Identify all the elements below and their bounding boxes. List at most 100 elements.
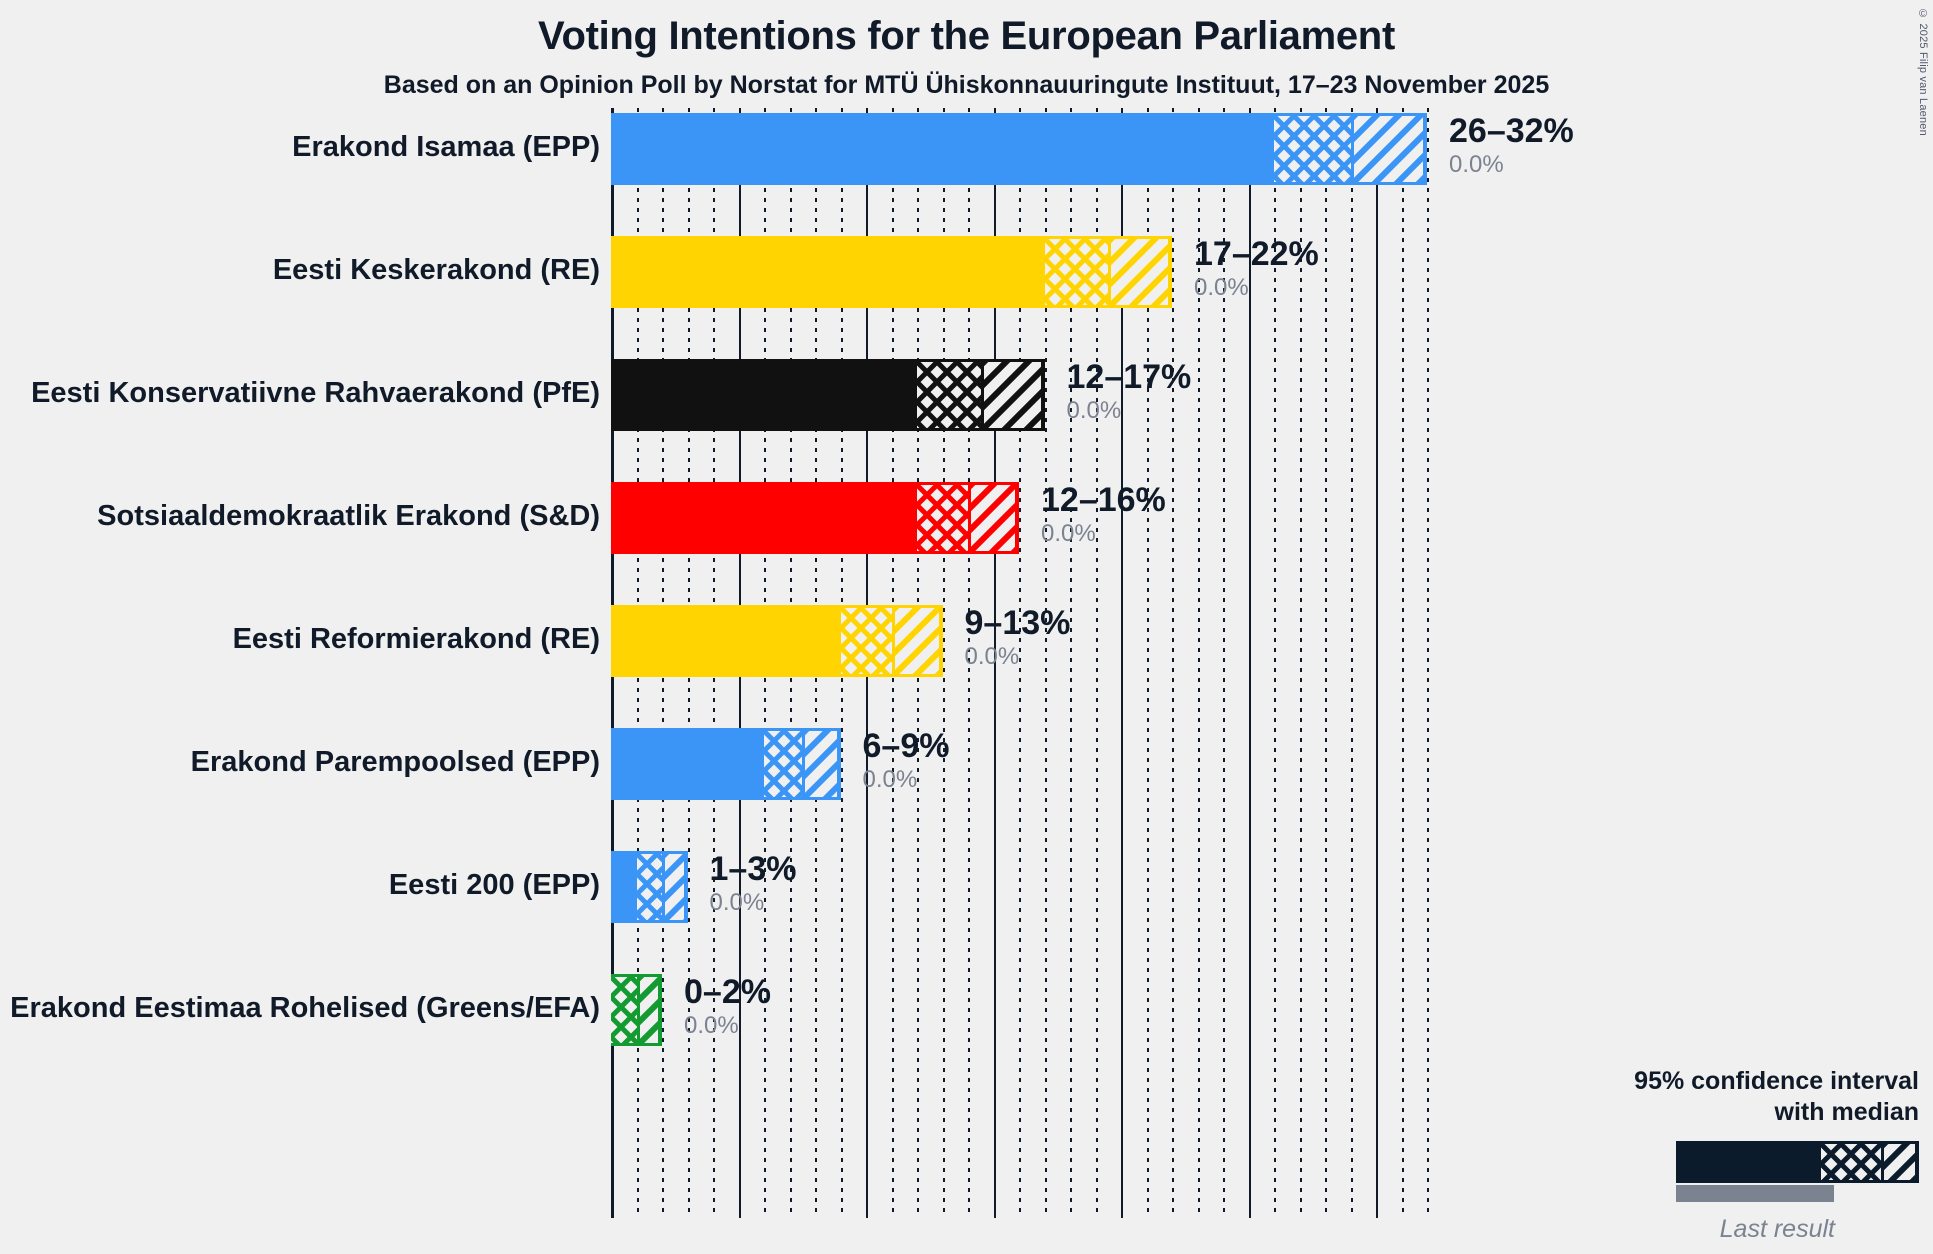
value-label-group: 12–16% 0.0% — [1041, 480, 1166, 548]
party-label: Eesti Reformierakond (RE) — [232, 623, 600, 655]
gridline-minor — [1095, 108, 1098, 1218]
gridline-minor — [1427, 108, 1429, 1218]
bar-segment-diagonal — [980, 359, 1045, 431]
legend-title-line2: with median — [1774, 1098, 1919, 1126]
value-range-label: 26–32% — [1449, 112, 1574, 150]
last-result-label: 0.0% — [1041, 520, 1096, 547]
bar-segment-solid — [611, 113, 1274, 185]
value-label-group: 26–32% 0.0% — [1449, 111, 1574, 179]
bar-segment-diagonal — [1108, 236, 1172, 308]
gridline-minor — [1223, 108, 1225, 1218]
gridline-minor — [1325, 108, 1327, 1218]
bar-row: Erakond Eestimaa Rohelised (Greens/EFA) 0… — [10, 972, 1933, 1097]
gridline-minor — [1019, 108, 1021, 1218]
value-range-label: 12–16% — [1041, 481, 1166, 519]
legend-segment-solid — [1676, 1141, 1821, 1183]
bar-segment-diagonal — [802, 728, 841, 800]
legend-title-line1: 95% confidence interval — [1634, 1067, 1919, 1095]
gridline-major — [1376, 108, 1378, 1218]
bar-segment-diagonal — [1350, 113, 1427, 185]
gridline-minor — [1070, 108, 1072, 1218]
bar-segment-diagonal — [662, 851, 688, 923]
ci-bar — [611, 728, 841, 800]
bar-segment-crosshatch — [764, 728, 803, 800]
party-label: Erakond Parempoolsed (EPP) — [190, 746, 600, 778]
party-label: Sotsiaaldemokraatlik Erakond (S&D) — [97, 500, 600, 532]
gridline-minor — [942, 108, 945, 1218]
gridline-minor — [968, 108, 970, 1218]
party-label: Eesti Keskerakond (RE) — [272, 254, 600, 286]
bar-row: Eesti Keskerakond (RE) 17–22% 0.0% — [273, 234, 1933, 359]
page-title: Voting Intentions for the European Parli… — [538, 14, 1395, 58]
bar-segment-solid — [611, 605, 841, 677]
last-result-label: 0.0% — [684, 1012, 739, 1039]
bar-row: Erakond Parempoolsed (EPP) 6–9% 0.0% — [191, 727, 1933, 851]
last-result-label: 0.0% — [862, 766, 918, 793]
ci-bar — [611, 851, 688, 923]
copyright-notice: © 2025 Filip van Laenen — [1917, 8, 1929, 136]
value-range-label: 12–17% — [1066, 358, 1192, 396]
bar-row: Eesti Reformierakond (RE) 9–13% 0.0% — [233, 603, 1933, 728]
bar-segment-crosshatch — [840, 605, 892, 677]
bar-segment-crosshatch — [611, 974, 637, 1046]
gridline-minor — [1146, 108, 1149, 1218]
gridline-minor — [1299, 108, 1302, 1218]
bar-row: Eesti 200 (EPP) 1–3% 0.0% — [389, 849, 1933, 974]
value-range-label: 1–3% — [709, 850, 797, 888]
legend-last-result-bar — [1676, 1185, 1834, 1202]
bar-segment-crosshatch — [1044, 236, 1109, 308]
bar-segment-crosshatch — [917, 482, 968, 554]
value-label-group: 9–13% 0.0% — [965, 603, 1071, 671]
bar-segment-crosshatch — [917, 359, 981, 431]
bar-segment-diagonal — [968, 482, 1019, 554]
value-range-label: 0–2% — [684, 973, 771, 1011]
gridline-minor — [1172, 108, 1174, 1218]
value-label-group: 1–3% 0.0% — [710, 849, 797, 917]
plot-area: Erakond Isamaa (EPP) 26–32% 0.0% Eesti Kesk… — [10, 108, 1933, 1218]
gridline-major — [1121, 108, 1123, 1218]
bar-row: Sotsiaaldemokraatlik Erakond (S&D) 12–16%… — [97, 480, 1933, 605]
last-result-label: 0.0% — [964, 643, 1020, 670]
ci-bar — [611, 236, 1172, 308]
ci-bar — [611, 974, 662, 1046]
gridline-minor — [1401, 108, 1404, 1218]
ci-bar — [611, 113, 1427, 185]
bar-segment-solid — [611, 236, 1045, 308]
gridline-minor — [1350, 108, 1353, 1218]
legend-ci-bar — [1676, 1141, 1919, 1183]
legend-segment-diagonal — [1881, 1141, 1919, 1183]
ci-bar — [611, 359, 1045, 431]
bar-segment-solid — [611, 728, 764, 800]
last-result-label: 0.0% — [1449, 151, 1504, 178]
gridline-minor — [1197, 108, 1200, 1218]
last-result-label: 0.0% — [709, 889, 765, 916]
party-label: Eesti 200 (EPP) — [388, 869, 600, 901]
bar-segment-diagonal — [636, 974, 662, 1046]
chart-legend: 95% confidence interval with median Last… — [1579, 1066, 1919, 1244]
bar-row: Erakond Isamaa (EPP) 26–32% 0.0% — [292, 111, 1933, 236]
value-range-label: 17–22% — [1194, 235, 1319, 273]
ci-bar — [611, 482, 1019, 554]
ci-bar — [611, 605, 943, 677]
party-label: Eesti Konservatiivne Rahvaerakond (PfE) — [31, 377, 600, 409]
last-result-label: 0.0% — [1194, 274, 1249, 301]
chart-subtitle: Based on an Opinion Poll by Norstat for … — [383, 71, 1550, 99]
legend-segment-crosshatch — [1821, 1141, 1881, 1183]
gridline-minor — [1274, 108, 1276, 1218]
last-result-label: 0.0% — [1066, 397, 1122, 424]
value-label-group: 17–22% 0.0% — [1194, 234, 1319, 302]
gridline-major — [1248, 108, 1251, 1218]
value-label-group: 0–2% 0.0% — [684, 972, 771, 1040]
bar-row: Eesti Konservatiivne Rahvaerakond (PfE) 1… — [31, 358, 1933, 482]
bar-segment-diagonal — [891, 605, 943, 677]
bar-segment-crosshatch — [636, 851, 662, 923]
legend-last-result-label: Last result — [1719, 1215, 1835, 1243]
party-label: Erakond Eestimaa Rohelised (Greens/EFA) — [10, 992, 600, 1024]
bar-segment-crosshatch — [1274, 113, 1351, 185]
legend-swatches — [1579, 1141, 1919, 1211]
value-range-label: 9–13% — [964, 604, 1071, 642]
value-range-label: 6–9% — [862, 727, 950, 765]
bar-segment-solid — [611, 482, 917, 554]
gridline-minor — [1044, 108, 1047, 1218]
